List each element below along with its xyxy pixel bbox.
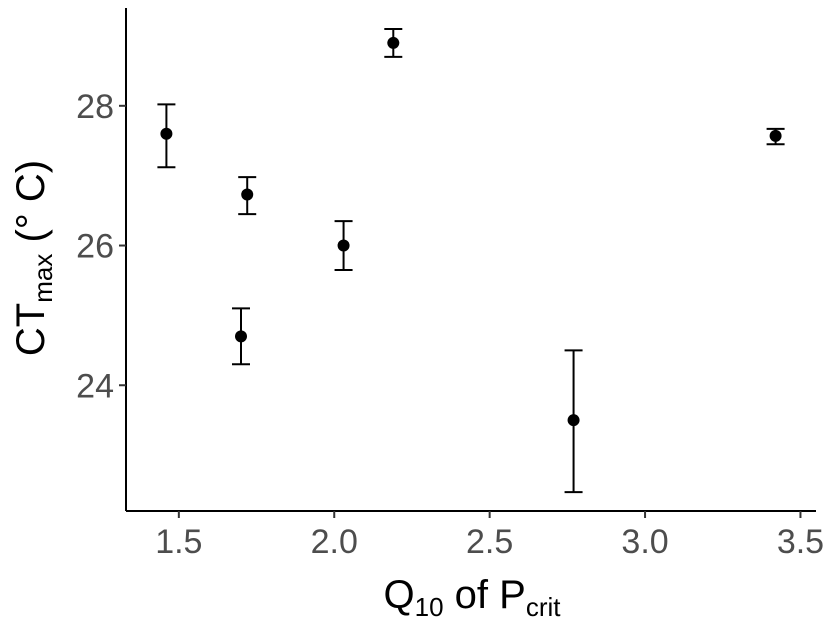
y-tick-label: 28 xyxy=(76,88,114,126)
y-axis-title: CTmax (° C) xyxy=(9,160,58,356)
data-point xyxy=(769,129,782,142)
data-point xyxy=(337,239,350,252)
x-tick-label: 2.5 xyxy=(466,523,513,561)
y-axis-ticks: 24 26 28 xyxy=(76,88,126,405)
data-marks xyxy=(157,27,785,494)
x-tick-label: 2.0 xyxy=(311,523,358,561)
x-axis-ticks: 1.5 2.0 2.5 3.0 3.5 xyxy=(155,511,824,561)
x-tick-label: 1.5 xyxy=(155,523,202,561)
data-point xyxy=(387,36,400,49)
y-tick-label: 24 xyxy=(76,367,114,405)
y-tick-label: 26 xyxy=(76,228,114,266)
x-axis-title: Q10 of Pcrit xyxy=(384,573,562,622)
data-point xyxy=(160,127,173,140)
x-tick-label: 3.0 xyxy=(621,523,668,561)
data-point xyxy=(567,414,580,427)
x-tick-label: 3.5 xyxy=(777,523,824,561)
data-point xyxy=(241,188,254,201)
data-point xyxy=(235,330,247,343)
